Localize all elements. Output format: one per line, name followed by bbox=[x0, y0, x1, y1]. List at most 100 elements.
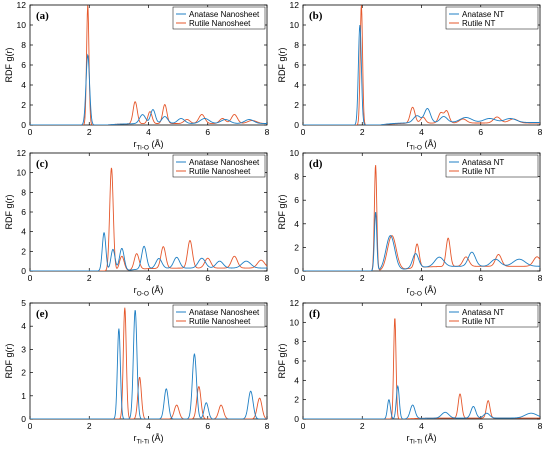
y-axis-label: RDF g(r) bbox=[277, 48, 287, 83]
y-tick-label: 8 bbox=[294, 40, 299, 50]
x-tick-label: 4 bbox=[146, 127, 151, 137]
x-axis-label-sub: Ti-Ti bbox=[136, 439, 149, 446]
y-tick-label: 1 bbox=[21, 391, 26, 401]
legend-entry: Anatase Nanosheet bbox=[189, 10, 260, 19]
series-line-rutile bbox=[30, 5, 267, 125]
y-tick-label: 8 bbox=[294, 337, 299, 347]
y-tick-label: 4 bbox=[294, 219, 299, 229]
x-tick-label: 2 bbox=[87, 273, 92, 283]
x-axis-label: rO-O (Å) bbox=[407, 285, 437, 298]
legend-entry: Anatase NT bbox=[462, 10, 504, 19]
y-axis-label: RDF g(r) bbox=[4, 48, 14, 83]
x-tick-label: 6 bbox=[205, 127, 210, 137]
y-axis-label: RDF g(r) bbox=[277, 195, 287, 230]
y-tick-label: 0 bbox=[21, 266, 26, 276]
y-tick-label: 6 bbox=[294, 195, 299, 205]
x-axis-label: rTi-Ti (Å) bbox=[133, 433, 163, 446]
y-tick-label: 0 bbox=[21, 120, 26, 130]
series-line-rutile bbox=[303, 5, 540, 125]
chart-panel-3: 0 2 4 6 8 0 2 4 6 8 10 12 RDF g(r) rO-O (Å) Anatase Na… bbox=[4, 148, 270, 298]
x-tick-label: 2 bbox=[360, 273, 365, 283]
x-axis-label-main: r bbox=[407, 285, 410, 295]
x-tick-label: 4 bbox=[419, 127, 424, 137]
x-axis-label: rO-O (Å) bbox=[134, 285, 164, 298]
x-tick-label: 4 bbox=[146, 273, 151, 283]
x-axis-label: rTi-Ti (Å) bbox=[406, 433, 436, 446]
x-tick-label: 2 bbox=[87, 421, 92, 431]
y-tick-label: 2 bbox=[21, 246, 26, 256]
chart-panel-5: 0 2 4 6 8 0 1 2 3 4 5 RDF g(r) rTi-Ti (Å) Anatase Nan… bbox=[4, 298, 270, 446]
panel-label: (a) bbox=[36, 10, 49, 22]
x-axis-label-main: r bbox=[134, 285, 137, 295]
y-axis-label: RDF g(r) bbox=[277, 344, 287, 379]
legend-box bbox=[445, 304, 539, 328]
x-axis-label-sub: Ti-O bbox=[410, 145, 422, 152]
x-axis-label: rTi-O (Å) bbox=[134, 139, 164, 152]
legend-entry: Rutile NT bbox=[462, 19, 495, 28]
x-tick-label: 6 bbox=[478, 127, 483, 137]
x-tick-label: 4 bbox=[146, 421, 151, 431]
legend-entry: Rutile Nanosheet bbox=[189, 317, 251, 326]
y-tick-label: 3 bbox=[21, 344, 26, 354]
y-tick-label: 2 bbox=[294, 242, 299, 252]
x-tick-label: 0 bbox=[301, 127, 306, 137]
y-tick-label: 4 bbox=[294, 80, 299, 90]
x-axis-label-sub: O-O bbox=[137, 291, 149, 298]
y-tick-label: 4 bbox=[294, 375, 299, 385]
x-tick-label: 2 bbox=[360, 127, 365, 137]
y-tick-label: 12 bbox=[17, 0, 27, 10]
y-tick-label: 6 bbox=[294, 60, 299, 70]
legend-entry: Anatase Nanosheet bbox=[189, 158, 260, 167]
x-axis-label-unit: (Å) bbox=[422, 139, 437, 149]
x-tick-label: 0 bbox=[28, 421, 33, 431]
chart-panel-2: 0 2 4 6 8 0 2 4 6 8 10 12 RDF g(r) rTi-O (Å) Anatase N… bbox=[277, 0, 543, 152]
y-tick-label: 4 bbox=[21, 321, 26, 331]
series-line-anatase bbox=[303, 24, 540, 125]
x-axis-label-main: r bbox=[133, 433, 136, 443]
panel-label: (f) bbox=[309, 308, 320, 320]
x-axis-label-main: r bbox=[134, 139, 137, 149]
x-tick-label: 2 bbox=[87, 127, 92, 137]
legend-entry: Anatasa NT bbox=[462, 308, 504, 317]
y-tick-label: 2 bbox=[21, 368, 26, 378]
x-axis-label-unit: (Å) bbox=[422, 433, 437, 443]
y-tick-label: 10 bbox=[17, 20, 27, 30]
legend-box bbox=[445, 6, 539, 30]
x-tick-label: 0 bbox=[301, 273, 306, 283]
x-axis-label-unit: (Å) bbox=[422, 285, 437, 295]
y-tick-label: 2 bbox=[294, 395, 299, 405]
y-tick-label: 12 bbox=[290, 0, 300, 10]
x-tick-label: 8 bbox=[538, 421, 543, 431]
legend-entry: Rutile Nanosheet bbox=[189, 167, 251, 176]
panel-label: (b) bbox=[309, 10, 323, 22]
series-line-anatase bbox=[30, 53, 267, 125]
y-tick-label: 4 bbox=[21, 80, 26, 90]
legend-box bbox=[172, 304, 266, 328]
x-axis-label-sub: Ti-Ti bbox=[409, 439, 422, 446]
legend-box bbox=[172, 154, 266, 178]
x-tick-label: 4 bbox=[419, 421, 424, 431]
y-tick-label: 8 bbox=[21, 40, 26, 50]
y-tick-label: 0 bbox=[21, 414, 26, 424]
y-tick-label: 12 bbox=[290, 298, 300, 308]
y-tick-label: 4 bbox=[21, 227, 26, 237]
legend-box bbox=[172, 6, 266, 30]
chart-panel-6: 0 2 4 6 8 0 2 4 6 8 10 12 RDF g(r) rTi-Ti (Å) Anatasa … bbox=[277, 298, 543, 446]
x-tick-label: 6 bbox=[205, 273, 210, 283]
x-axis-label-main: r bbox=[407, 139, 410, 149]
x-axis-label-sub: Ti-O bbox=[137, 145, 149, 152]
y-tick-label: 10 bbox=[290, 148, 300, 158]
y-tick-label: 8 bbox=[21, 187, 26, 197]
x-tick-label: 8 bbox=[265, 127, 270, 137]
x-axis-label-sub: O-O bbox=[410, 291, 422, 298]
x-axis-label-main: r bbox=[406, 433, 409, 443]
x-tick-label: 0 bbox=[28, 273, 33, 283]
x-tick-label: 6 bbox=[478, 421, 483, 431]
x-tick-label: 0 bbox=[301, 421, 306, 431]
series-line-anatase bbox=[303, 384, 540, 419]
y-tick-label: 2 bbox=[294, 100, 299, 110]
legend-entry: Rutile NT bbox=[462, 317, 495, 326]
y-tick-label: 0 bbox=[294, 414, 299, 424]
y-axis-label: RDF g(r) bbox=[4, 195, 14, 230]
